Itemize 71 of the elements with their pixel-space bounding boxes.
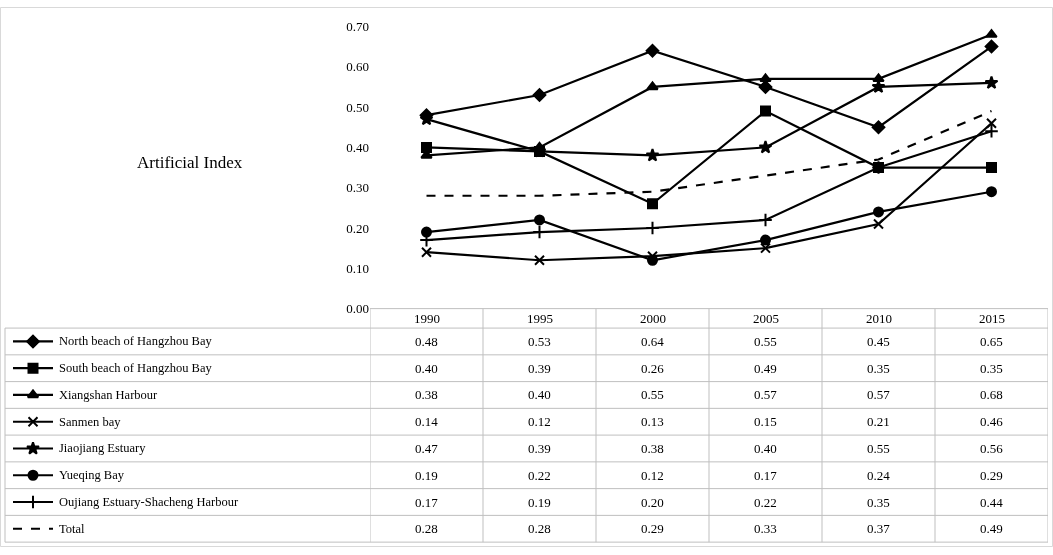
data-label: 0.29 — [641, 521, 664, 536]
data-label: 0.55 — [641, 387, 664, 402]
x-tick-label: 2010 — [866, 311, 892, 326]
data-label: 0.22 — [754, 495, 777, 510]
data-label: 0.56 — [980, 441, 1004, 456]
data-label: 0.22 — [528, 468, 551, 483]
data-label: 0.28 — [415, 521, 438, 536]
data-label: 0.28 — [528, 521, 551, 536]
data-label: 0.55 — [867, 441, 890, 456]
data-label: 0.13 — [641, 414, 664, 429]
y-tick-label: 0.50 — [346, 99, 369, 115]
x-tick-label: 2015 — [979, 311, 1005, 326]
data-label: 0.19 — [528, 495, 551, 510]
data-label: 0.40 — [528, 387, 551, 402]
data-label: 0.38 — [415, 387, 438, 402]
y-tick-label: 0.30 — [346, 180, 369, 196]
data-label: 0.49 — [980, 521, 1003, 536]
data-label: 0.20 — [641, 495, 664, 510]
x-tick-label: 2005 — [753, 311, 779, 326]
data-label: 0.37 — [867, 521, 891, 536]
data-label: 0.17 — [754, 468, 778, 483]
data-label: 0.68 — [980, 387, 1003, 402]
data-label: 0.21 — [867, 414, 890, 429]
x-tick-label: 1990 — [414, 311, 440, 326]
data-label: 0.35 — [867, 361, 890, 376]
data-label: 0.64 — [641, 334, 665, 349]
legend-label: North beach of Hangzhou Bay — [59, 334, 213, 348]
text: Artificial Index — [137, 153, 243, 172]
data-label: 0.57 — [754, 387, 778, 402]
data-label: 0.65 — [980, 334, 1003, 349]
data-label: 0.39 — [528, 441, 551, 456]
data-label: 0.45 — [867, 334, 890, 349]
data-label: 0.29 — [980, 468, 1003, 483]
data-label: 0.48 — [415, 334, 438, 349]
data-label: 0.44 — [980, 495, 1004, 510]
data-label: 0.12 — [528, 414, 551, 429]
y-tick-label: 0.10 — [346, 260, 369, 276]
data-label: 0.19 — [415, 468, 438, 483]
data-label: 0.35 — [867, 495, 890, 510]
y-tick-label: 0.40 — [346, 139, 369, 155]
legend-label: Yueqing Bay — [59, 468, 125, 482]
x-tick-label: 2000 — [640, 311, 666, 326]
data-label: 0.17 — [415, 495, 439, 510]
legend-label: Sanmen bay — [59, 415, 122, 429]
y-tick-label: 0.70 — [346, 19, 369, 35]
data-label: 0.33 — [754, 521, 777, 536]
data-label: 0.26 — [641, 361, 665, 376]
data-label: 0.35 — [980, 361, 1003, 376]
data-label: 0.39 — [528, 361, 551, 376]
data-label: 0.57 — [867, 387, 891, 402]
legend-label: Xiangshan Harbour — [59, 388, 159, 402]
legend-label: Jiaojiang Estuary — [59, 441, 147, 455]
data-label: 0.14 — [415, 414, 439, 429]
y-tick-label: 0.20 — [346, 220, 369, 236]
data-label: 0.40 — [415, 361, 438, 376]
data-label: 0.15 — [754, 414, 777, 429]
legend-label: Oujiang Estuary-Shacheng Harbour — [59, 495, 239, 509]
data-label: 0.46 — [980, 414, 1004, 429]
data-label: 0.12 — [641, 468, 664, 483]
legend-label: Total — [59, 522, 86, 536]
data-label: 0.47 — [415, 441, 439, 456]
data-label: 0.24 — [867, 468, 891, 483]
data-label: 0.55 — [754, 334, 777, 349]
data-label: 0.53 — [528, 334, 551, 349]
y-tick-label: 0.60 — [346, 59, 369, 75]
y-tick-label: 0.00 — [346, 301, 369, 317]
x-tick-label: 1995 — [527, 311, 553, 326]
data-label: 0.49 — [754, 361, 777, 376]
legend-label: South beach of Hangzhou Bay — [59, 361, 213, 375]
data-label: 0.38 — [641, 441, 664, 456]
data-label: 0.40 — [754, 441, 777, 456]
